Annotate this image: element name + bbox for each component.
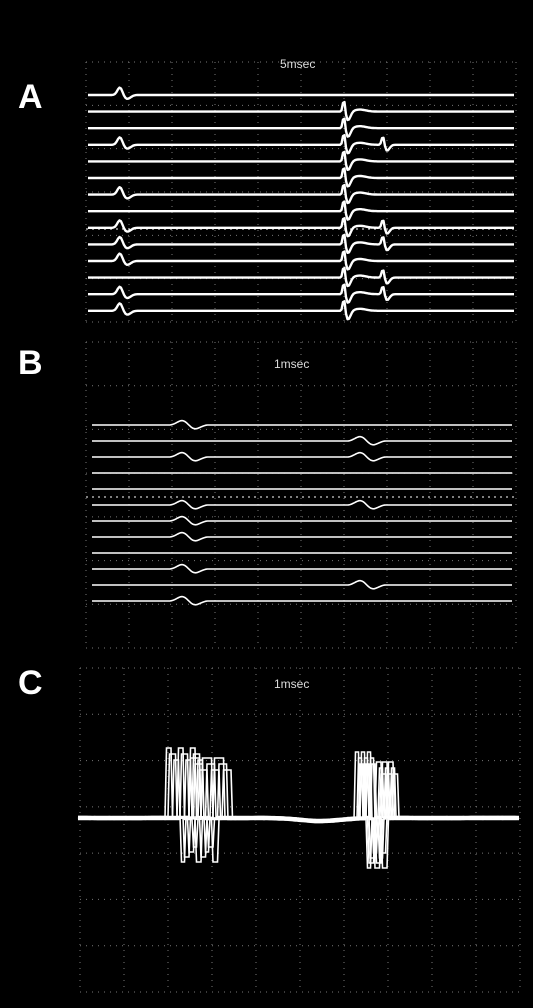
background	[0, 0, 533, 1008]
oscilloscope-figure: A 5msec B 1msec C 1msec	[0, 0, 533, 1008]
panel-label: A	[18, 78, 43, 116]
panel-label: C	[18, 664, 43, 702]
panel-label: B	[18, 344, 43, 382]
time-scale: 1msec	[274, 677, 309, 691]
time-scale: 5msec	[280, 57, 315, 71]
time-scale: 1msec	[274, 357, 309, 371]
